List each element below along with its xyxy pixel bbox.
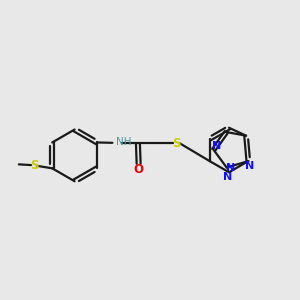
Text: S: S	[30, 159, 38, 172]
Text: N: N	[226, 163, 236, 172]
Text: S: S	[172, 137, 181, 150]
Text: N: N	[245, 161, 254, 171]
Text: N: N	[212, 141, 221, 151]
Text: NH: NH	[116, 137, 132, 147]
Text: O: O	[134, 163, 144, 176]
Text: N: N	[223, 172, 232, 182]
